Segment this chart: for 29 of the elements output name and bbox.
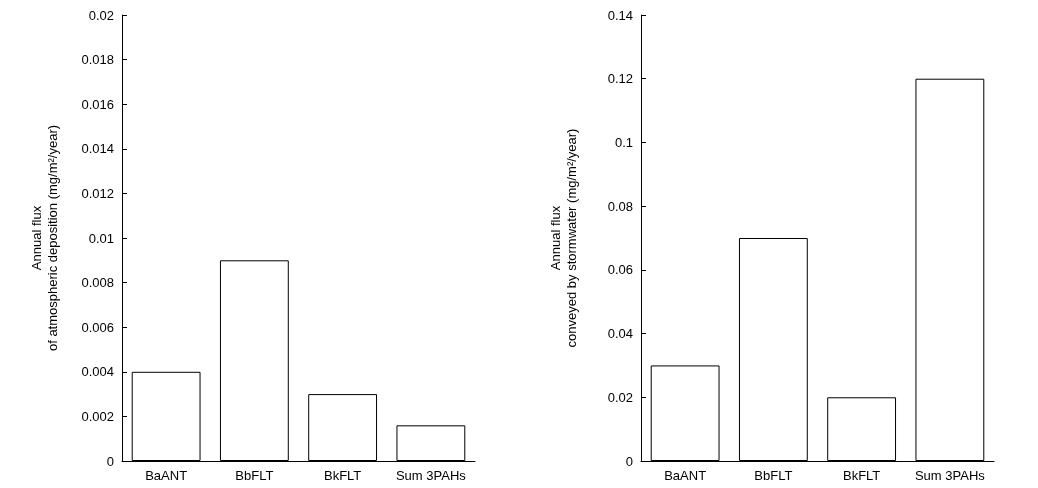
y-tick-label: 0.012 xyxy=(81,185,114,201)
y-tick-label: 0.002 xyxy=(81,408,114,424)
y-tick-label: 0.02 xyxy=(88,7,114,23)
x-tick-label: BaANT xyxy=(145,468,188,483)
y-axis-title: Annual flux of atmospheric deposition (mg/m²/year) xyxy=(28,124,60,352)
y-tick-label: 0.008 xyxy=(81,275,114,291)
x-tick-label: BaANT xyxy=(664,468,707,483)
y-tick-label: 0 xyxy=(625,453,633,469)
x-tick-label: BkFLT xyxy=(842,468,881,483)
x-tick-label: BkFLT xyxy=(323,468,362,483)
y-tick-label: 0.006 xyxy=(81,319,114,335)
y-tick-label: 0.018 xyxy=(81,52,114,68)
x-tick-label: BbFLT xyxy=(235,468,274,483)
y-tick-label: 0.016 xyxy=(81,96,114,112)
y-axis-title: Annual flux conveyed by stormwater (mg/m²/year) xyxy=(547,128,579,348)
y-tick-label: 0.14 xyxy=(607,7,633,23)
y-tick-label: 0.004 xyxy=(81,364,114,380)
y-tick-label: 0.1 xyxy=(614,134,633,150)
y-tick-label: 0.01 xyxy=(88,230,114,246)
y-tick-label: 0.06 xyxy=(607,262,633,278)
y-tick-label: 0.02 xyxy=(607,389,633,405)
y-tick-label: 0.12 xyxy=(607,71,633,87)
x-tick-label: Sum 3PAHs xyxy=(914,468,986,483)
y-tick-label: 0.08 xyxy=(607,198,633,214)
y-tick-label: 0.014 xyxy=(81,141,114,157)
x-tick-label: Sum 3PAHs xyxy=(395,468,467,483)
x-tick-label: BbFLT xyxy=(754,468,793,483)
y-tick-label: 0 xyxy=(106,453,114,469)
y-tick-label: 0.04 xyxy=(607,326,633,342)
